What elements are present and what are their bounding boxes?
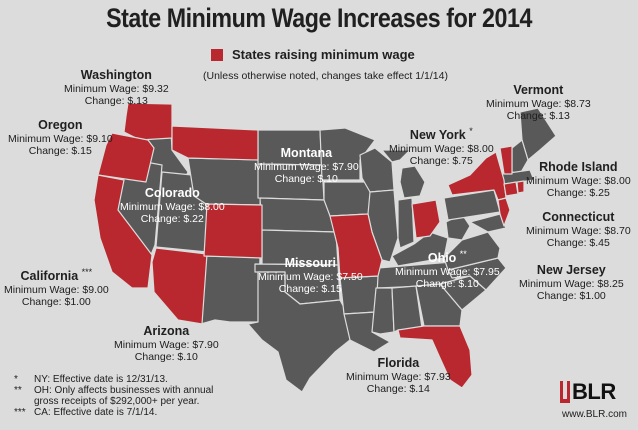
state-vermont: [499, 145, 513, 175]
footnote-oh: ** OH: Only affects businesses with annua…: [14, 385, 214, 396]
state-california: [93, 174, 153, 289]
state-rhode-island: [516, 180, 525, 194]
label-vermont: Vermont Minimum Wage: $8.73 Change: $.13: [486, 83, 591, 122]
blr-logo-mark-icon: [560, 381, 570, 403]
label-missouri: Missouri Minimum Wage: $7.50 Change: $.1…: [258, 256, 363, 295]
state-texas: [247, 271, 351, 393]
state-maryland: [469, 213, 507, 233]
label-florida: Florida Minimum Wage: $7.93 Change: $.14: [346, 356, 451, 395]
state-indiana: [397, 197, 415, 249]
blr-url: www.BLR.com: [562, 409, 628, 420]
state-oregon: [97, 132, 155, 183]
label-new-york: New York * Minimum Wage: $8.00 Change: $…: [389, 126, 494, 168]
label-colorado: Colorado Minimum Wage: $8.00 Change: $.2…: [120, 186, 225, 225]
effective-date-note: (Unless otherwise noted, changes take ef…: [203, 70, 448, 82]
legend-label: States raising minimum wage: [232, 47, 415, 62]
state-arizona: [151, 247, 208, 325]
footnote-oh-cont: gross receipts of $292,000+ per year.: [34, 396, 200, 407]
state-montana: [171, 125, 259, 161]
legend: States raising minimum wage: [211, 47, 415, 62]
state-georgia: [415, 283, 463, 327]
label-rhode-island: Rhode Island Minimum Wage: $8.00 Change:…: [526, 160, 631, 199]
footnote-ny: * NY: Effective date is 12/31/13.: [14, 374, 168, 385]
blr-logo: BLR: [560, 379, 616, 405]
state-washington: [123, 102, 173, 141]
state-new-jersey: [497, 197, 511, 227]
state-missouri: [329, 213, 383, 279]
label-connecticut: Connecticut Minimum Wage: $8.70 Change: …: [526, 210, 631, 249]
label-oregon: Oregon Minimum Wage: $9.10 Change: $.15: [8, 118, 113, 157]
state-connecticut: [503, 181, 519, 197]
label-california: California *** Minimum Wage: $9.00 Chang…: [4, 267, 109, 309]
state-colorado: [203, 203, 263, 259]
page-title: State Minimum Wage Increases for 2014: [106, 3, 532, 33]
label-washington: Washington Minimum Wage: $9.32 Change: $…: [64, 68, 169, 107]
label-arizona: Arizona Minimum Wage: $7.90 Change: $.10: [114, 324, 219, 363]
state-ohio: [411, 199, 441, 239]
state-michigan: [381, 149, 426, 199]
state-iowa: [323, 181, 375, 217]
blr-logo-text: BLR: [572, 379, 616, 404]
legend-swatch: [211, 48, 223, 61]
state-mississippi: [371, 287, 395, 335]
label-ohio: Ohio ** Minimum Wage: $7.95 Change: $.10: [395, 249, 500, 291]
label-montana: Montana Minimum Wage: $7.90 Change: $.10: [254, 146, 359, 185]
footnote-ca: *** CA: Effective date is 7/1/14.: [14, 407, 158, 418]
label-new-jersey: New Jersey Minimum Wage: $8.25 Change: $…: [519, 263, 624, 302]
state-new-mexico: [200, 255, 261, 325]
state-florida: [397, 325, 473, 389]
footnotes: * NY: Effective date is 12/31/13. ** OH: O…: [14, 374, 213, 418]
